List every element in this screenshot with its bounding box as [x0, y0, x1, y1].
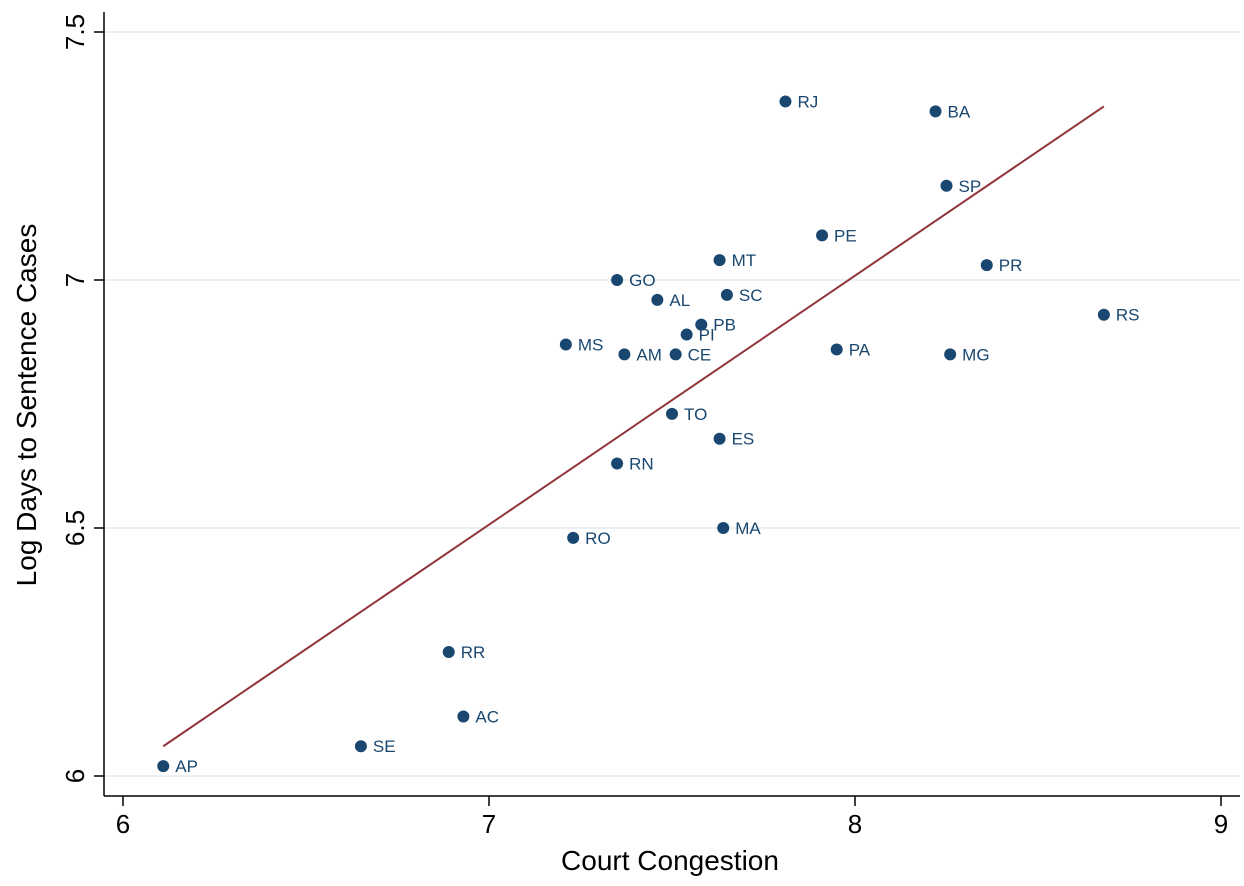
data-point-label: SE: [373, 737, 396, 756]
data-point-label: AM: [636, 345, 662, 364]
fit-line: [162, 105, 1105, 748]
data-point-label: SP: [959, 177, 982, 196]
data-point-label: MS: [578, 335, 604, 354]
grid-lines: [104, 31, 1240, 777]
x-tick-label: 7: [482, 809, 496, 839]
data-point-label: AL: [669, 291, 690, 310]
x-tick-label: 9: [1214, 809, 1228, 839]
data-point: [611, 457, 624, 470]
data-point: [611, 274, 624, 286]
data-point-label: RO: [585, 529, 611, 548]
data-point: [680, 328, 693, 341]
data-point-label: TO: [684, 405, 707, 424]
data-point: [354, 740, 367, 753]
data-point: [651, 293, 664, 306]
data-point-label: MA: [735, 519, 761, 538]
x-tick-label: 6: [116, 809, 130, 839]
x-tick-label: 8: [848, 809, 862, 839]
data-point-label: RJ: [797, 92, 818, 111]
data-point-label: GO: [629, 271, 655, 290]
data-point: [779, 95, 792, 108]
y-tick-label: 6: [60, 769, 90, 783]
data-point-label: RS: [1116, 306, 1140, 325]
data-point-label: AP: [175, 757, 198, 776]
data-point: [944, 348, 957, 361]
y-tick-label: 6.5: [60, 510, 90, 546]
data-point: [442, 646, 455, 658]
data-point-label: PE: [834, 226, 857, 245]
data-point: [713, 432, 726, 445]
data-point-label: CE: [688, 345, 712, 364]
data-point-label: MT: [732, 251, 757, 270]
data-point: [713, 254, 726, 267]
fit-line-group: [162, 105, 1105, 748]
data-point-label: RR: [461, 643, 486, 662]
data-point: [929, 105, 942, 118]
data-point: [559, 338, 572, 351]
data-point: [816, 229, 829, 242]
data-point: [695, 318, 708, 331]
data-point: [669, 348, 682, 361]
data-point: [980, 259, 993, 272]
data-point-label: MG: [962, 345, 989, 364]
data-point: [567, 531, 580, 544]
y-axis-title: Log Days to Sentence Cases: [11, 224, 42, 587]
data-point: [830, 343, 843, 356]
data-point: [717, 522, 730, 534]
data-point: [618, 348, 631, 361]
data-point-label: SC: [739, 286, 763, 305]
y-tick-label: 7.5: [60, 14, 90, 50]
data-point-label: PI: [699, 326, 715, 345]
data-point: [157, 760, 170, 773]
data-point-label: PA: [849, 340, 871, 359]
data-point: [666, 407, 678, 420]
data-point: [720, 288, 733, 301]
data-point-label: AC: [475, 707, 499, 726]
data-point-label: BA: [948, 102, 971, 121]
data-point-label: PR: [999, 256, 1023, 275]
data-point-label: ES: [732, 430, 755, 449]
data-point-label: RN: [629, 455, 654, 474]
axes: [103, 12, 1240, 797]
axis-ticks: 6 7 8 9 6 6.5 7 7.5: [60, 14, 1228, 839]
y-tick-label: 7: [60, 273, 90, 287]
data-point: [457, 710, 470, 723]
x-axis-title: Court Congestion: [561, 845, 779, 876]
data-point: [1097, 308, 1110, 321]
data-point: [940, 179, 953, 192]
data-point-label: PB: [713, 316, 736, 335]
